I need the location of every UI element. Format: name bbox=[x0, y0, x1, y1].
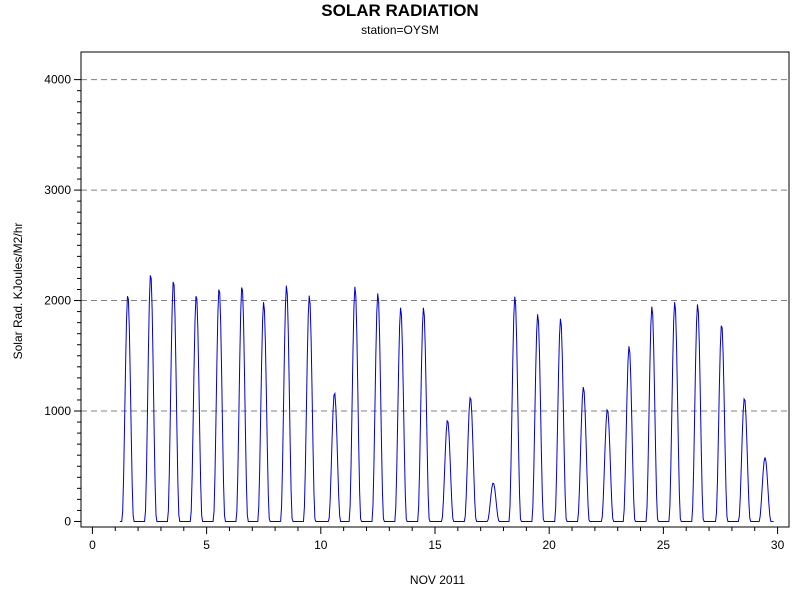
x-tick-label: 30 bbox=[771, 538, 785, 552]
x-tick-label: 20 bbox=[543, 538, 557, 552]
y-tick-label: 1000 bbox=[44, 404, 71, 418]
y-tick-label: 4000 bbox=[44, 73, 71, 87]
y-tick-label: 2000 bbox=[44, 294, 71, 308]
x-tick-label: 25 bbox=[657, 538, 671, 552]
plot-frame bbox=[80, 51, 790, 528]
series-line bbox=[119, 275, 774, 522]
x-tick-label: 10 bbox=[314, 538, 328, 552]
x-tick-label: 15 bbox=[428, 538, 442, 552]
y-tick-label: 0 bbox=[64, 514, 71, 528]
chart-title: SOLAR RADIATION bbox=[321, 1, 479, 20]
x-tick-label: 0 bbox=[89, 538, 96, 552]
x-axis-label: NOV 2011 bbox=[409, 573, 466, 587]
x-tick-label: 5 bbox=[203, 538, 210, 552]
chart-subtitle: station=OYSM bbox=[361, 23, 439, 37]
y-tick-label: 3000 bbox=[44, 183, 71, 197]
